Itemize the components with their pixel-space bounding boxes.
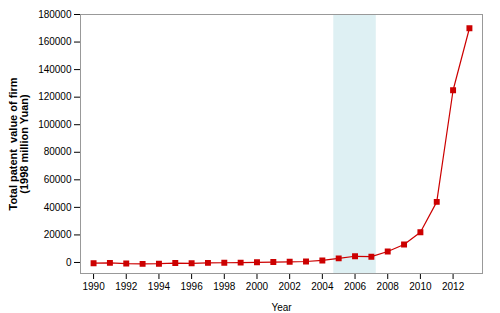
svg-text:1992: 1992	[115, 281, 138, 292]
svg-text:20000: 20000	[44, 229, 72, 240]
svg-text:120000: 120000	[38, 91, 72, 102]
svg-text:1996: 1996	[180, 281, 203, 292]
svg-text:180000: 180000	[38, 9, 72, 20]
svg-text:140000: 140000	[38, 64, 72, 75]
svg-text:1994: 1994	[148, 281, 171, 292]
svg-text:160000: 160000	[38, 36, 72, 47]
svg-text:2004: 2004	[311, 281, 334, 292]
svg-text:2000: 2000	[246, 281, 269, 292]
svg-text:1990: 1990	[82, 281, 105, 292]
svg-text:60000: 60000	[44, 174, 72, 185]
svg-text:2006: 2006	[344, 281, 367, 292]
svg-text:80000: 80000	[44, 146, 72, 157]
svg-text:2002: 2002	[279, 281, 302, 292]
svg-text:100000: 100000	[38, 119, 72, 130]
svg-text:1998: 1998	[213, 281, 236, 292]
svg-text:Year: Year	[271, 302, 292, 313]
svg-text:2010: 2010	[409, 281, 432, 292]
svg-text:0: 0	[66, 257, 72, 268]
svg-text:40000: 40000	[44, 202, 72, 213]
svg-text:Total patent value of firm(19: Total patent value of firm(1998 million …	[7, 77, 30, 210]
svg-text:2008: 2008	[377, 281, 400, 292]
svg-text:2012: 2012	[442, 281, 465, 292]
